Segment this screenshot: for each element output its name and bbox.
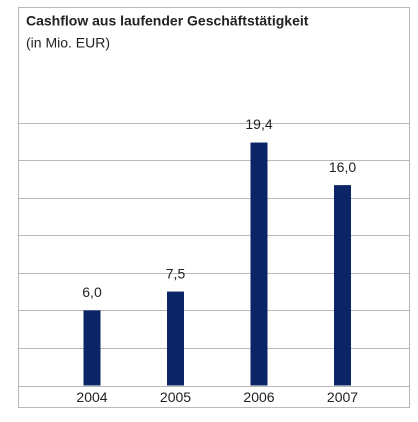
value-label: 6,0 [82,284,102,300]
bar [334,185,351,386]
x-tick-label: 2005 [160,389,191,405]
bar [167,291,184,386]
frame [18,7,410,408]
value-label: 7,5 [166,265,186,281]
bar [250,142,268,386]
chart-subtitle: (in Mio. EUR) [26,35,110,51]
x-tick-label: 2004 [76,389,107,405]
value-label: 19,4 [245,116,272,132]
x-tick-label: 2006 [243,389,274,405]
bar [83,310,101,386]
chart-title: Cashflow aus laufender Geschäftstätigkei… [26,13,309,29]
x-tick-label: 2007 [327,389,358,405]
value-label: 16,0 [329,159,356,175]
